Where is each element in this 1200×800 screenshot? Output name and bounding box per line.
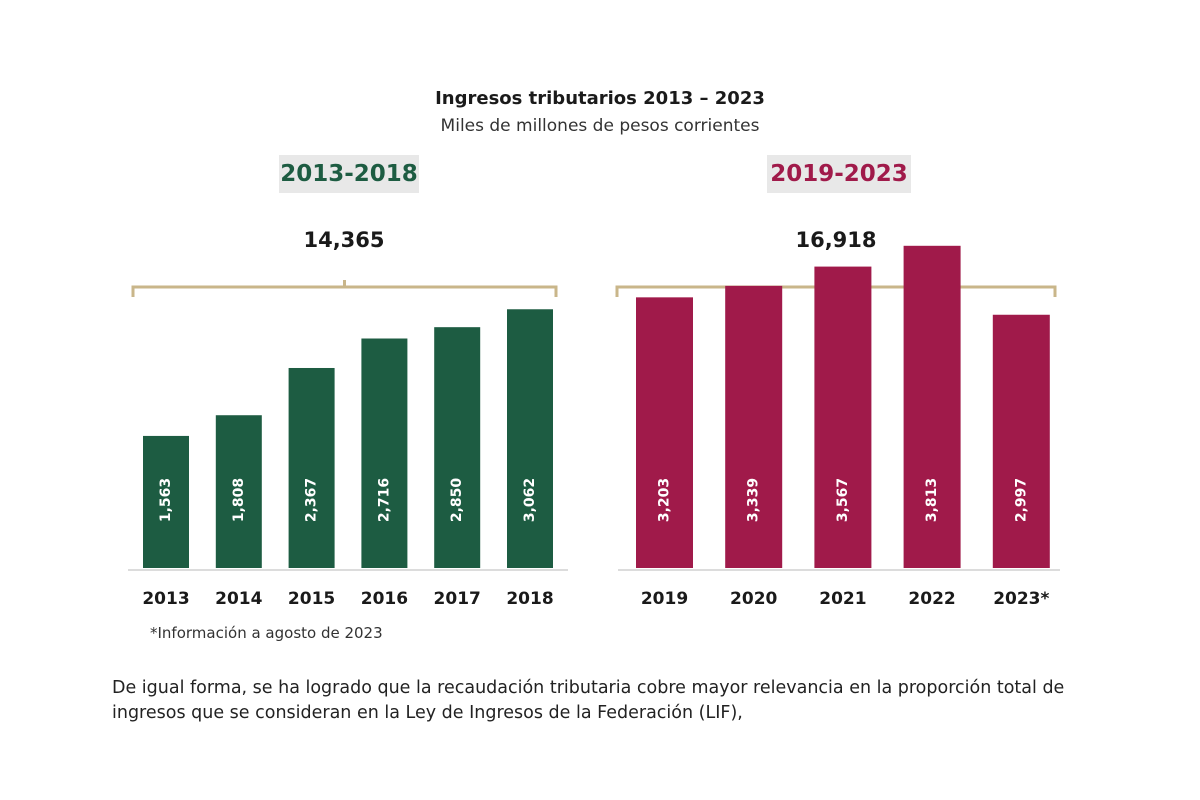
year-label: 2018 (506, 589, 553, 609)
footnote: *Información a agosto de 2023 (150, 624, 383, 642)
bar-value-label: 3,339 (746, 478, 762, 522)
year-label: 2023* (993, 589, 1049, 609)
year-label: 2016 (361, 589, 408, 609)
chart-subtitle: Miles de millones de pesos corrientes (440, 116, 760, 136)
bar-2015 (288, 367, 335, 568)
bar-2020 (725, 285, 783, 568)
bar-2017 (434, 327, 481, 568)
period-total-left: 14,365 (303, 228, 385, 252)
bar-value-label: 1,563 (158, 478, 174, 522)
year-label: 2013 (142, 589, 189, 609)
year-label: 2014 (215, 589, 262, 609)
bar-value-label: 1,808 (231, 478, 247, 522)
period-label-2013-2018: 2013-2018 (279, 155, 419, 193)
bar-2019 (636, 297, 693, 568)
year-label: 2019 (641, 589, 688, 609)
bar-2021 (814, 266, 872, 568)
bar-value-label: 3,203 (657, 478, 673, 522)
chart-title: Ingresos tributarios 2013 – 2023 (435, 88, 765, 109)
year-label: 2022 (908, 589, 955, 609)
bar-2018 (507, 309, 553, 568)
year-label: 2020 (730, 589, 777, 609)
bar-value-label: 2,367 (304, 478, 320, 522)
bar-value-label: 3,567 (835, 478, 851, 522)
bar-2016 (361, 338, 408, 568)
bar-2023 (992, 314, 1050, 568)
bar-value-label: 3,062 (522, 478, 538, 522)
bar-value-label: 2,716 (376, 478, 392, 522)
bar-value-label: 2,850 (449, 478, 465, 523)
year-label: 2017 (434, 589, 481, 609)
year-label: 2021 (819, 589, 866, 609)
bar-value-label: 3,813 (924, 478, 940, 522)
bar-2013 (143, 435, 189, 568)
bar-2022 (903, 245, 961, 568)
year-label: 2015 (288, 589, 335, 609)
body-paragraph: De igual forma, se ha logrado que la rec… (112, 678, 1065, 723)
period-total-right: 16,918 (795, 228, 877, 252)
bracket-0 (131, 280, 558, 297)
bar-value-label: 2,997 (1013, 478, 1029, 522)
bar-2014 (215, 415, 262, 568)
period-label-2019-2023: 2019-2023 (767, 155, 911, 193)
